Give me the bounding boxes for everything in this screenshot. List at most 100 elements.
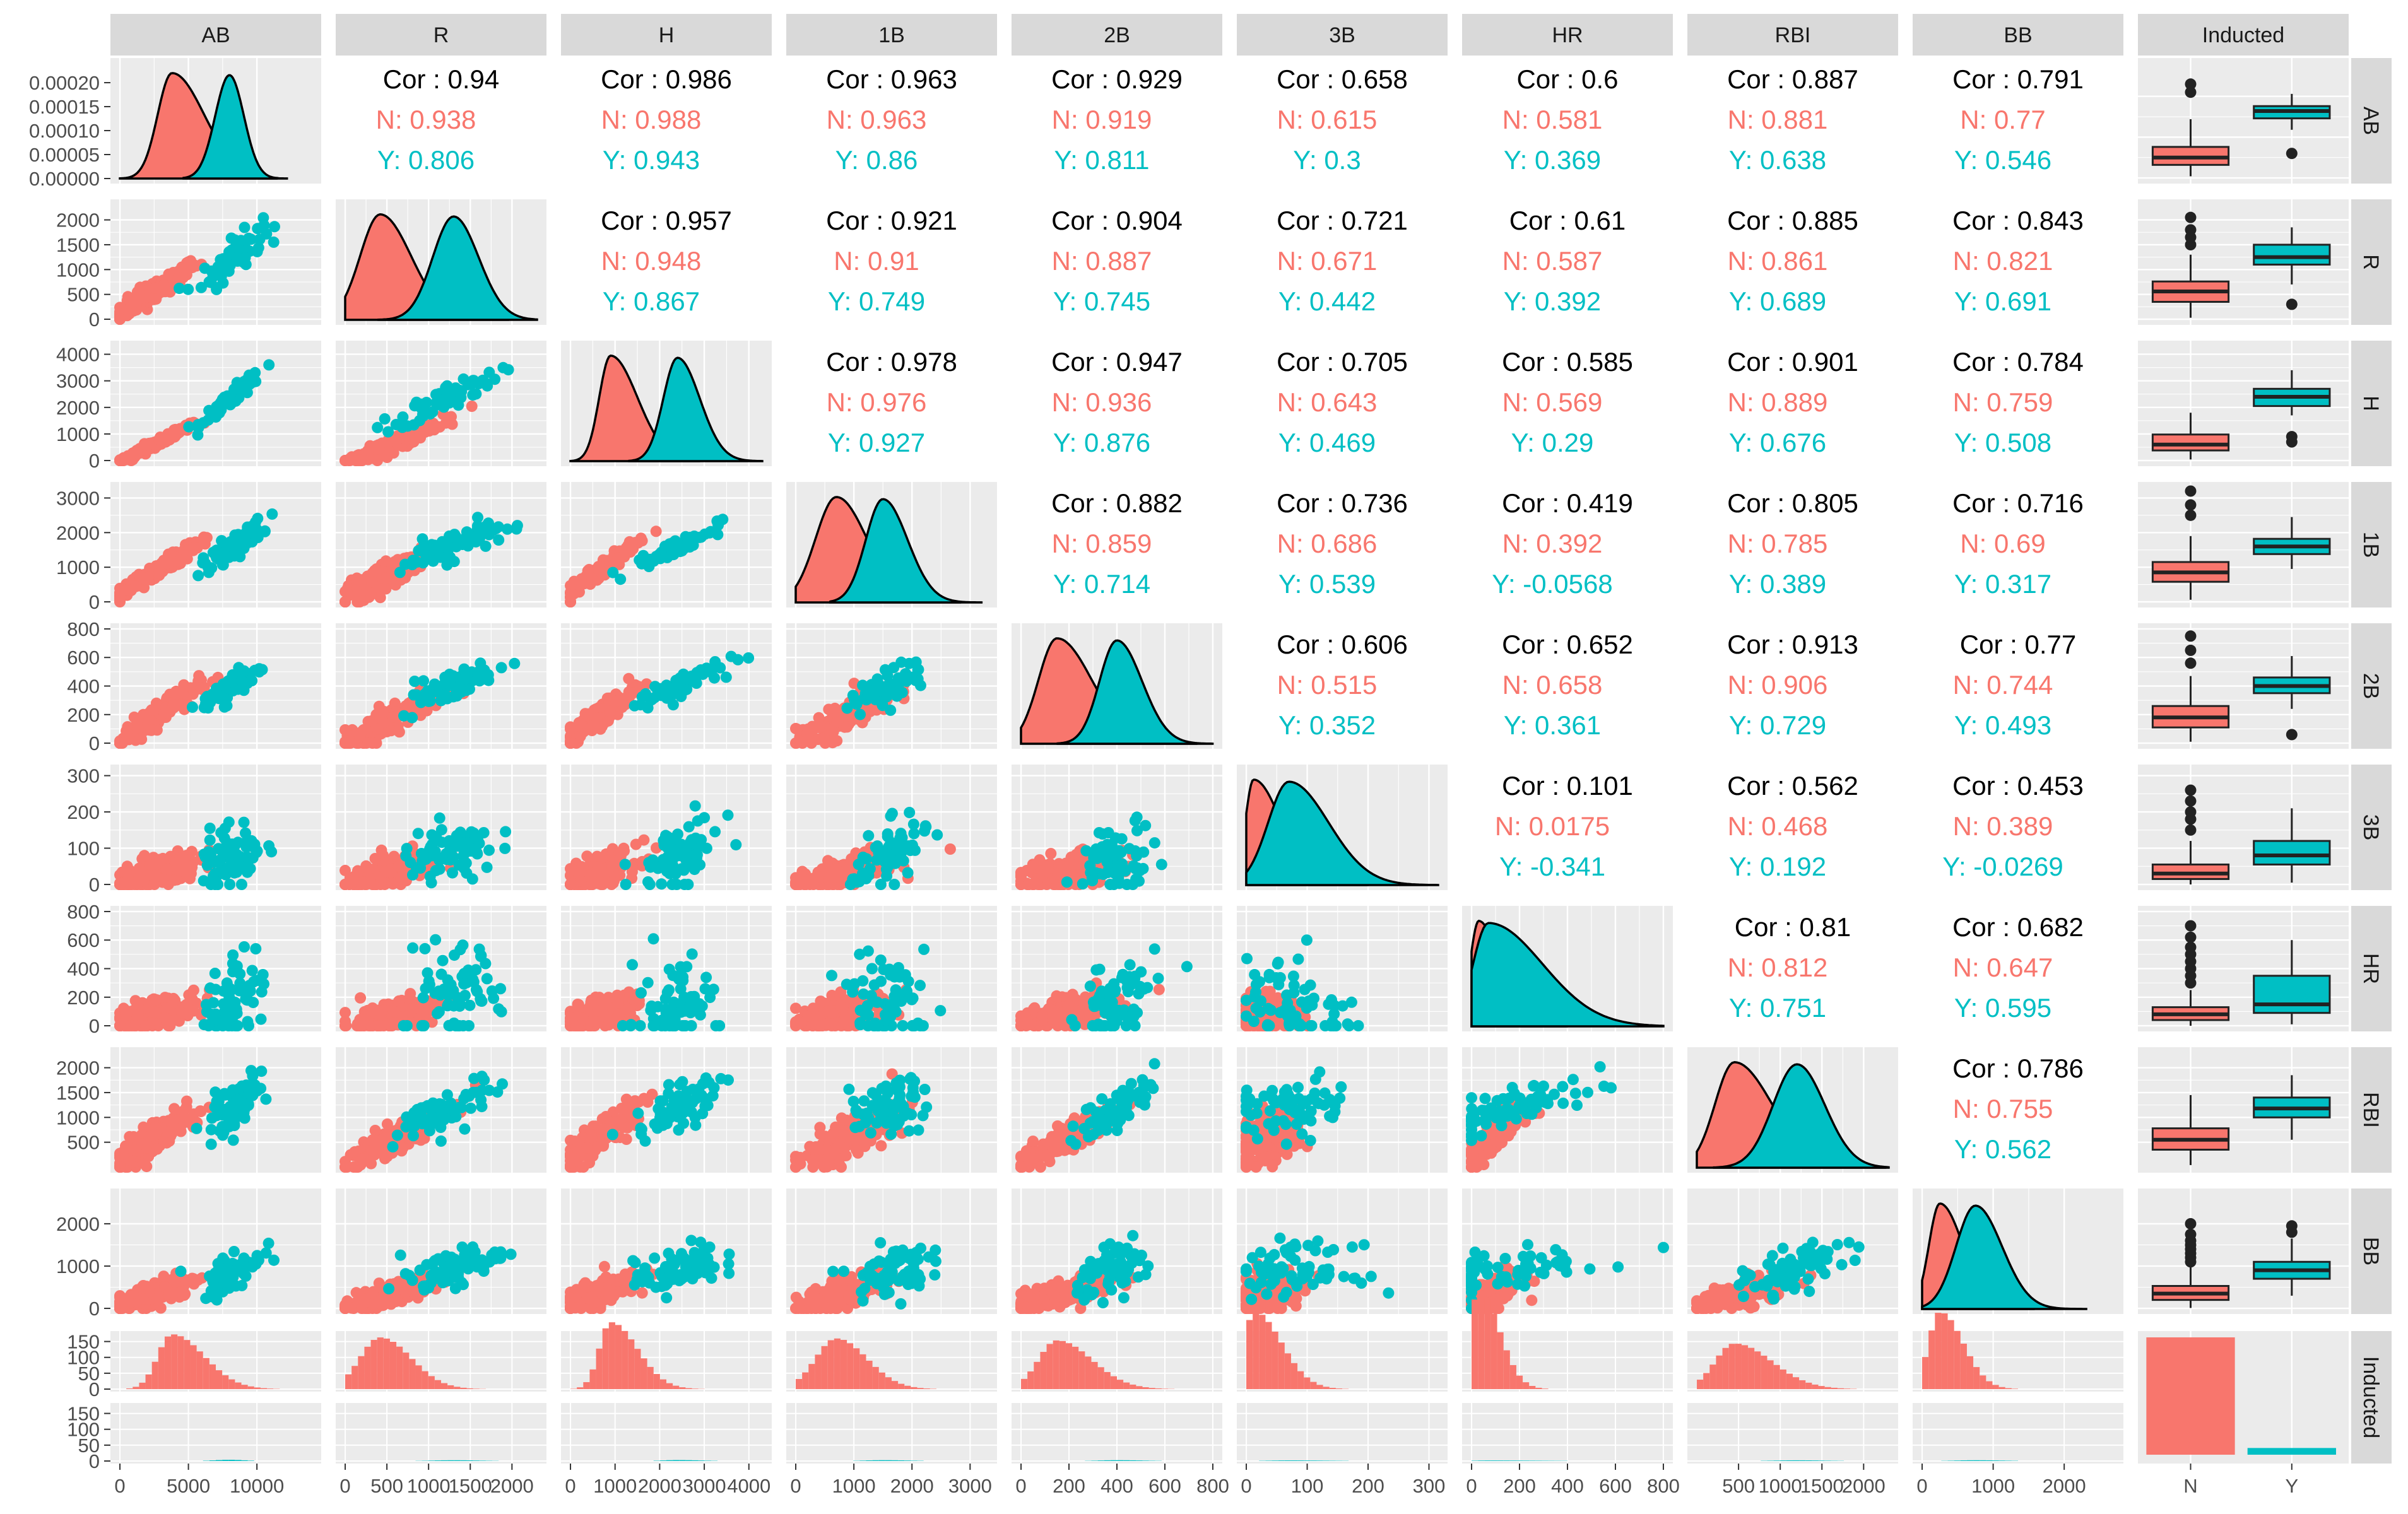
scatter-point-y: [239, 222, 251, 233]
scatter-point-y: [263, 359, 274, 370]
scatter-point-y: [213, 407, 225, 418]
scatter-point-y: [1061, 876, 1073, 888]
box-outlier: [2185, 485, 2197, 496]
scatter-point-y: [239, 941, 250, 953]
scatter-point-y: [454, 998, 466, 1009]
scatter-point-n: [565, 879, 576, 890]
scatter-point-y: [915, 680, 926, 691]
scatter-point-y: [208, 997, 219, 1009]
correlation-group-y: Y: 0.811: [1054, 145, 1149, 175]
scatter-point-y: [1127, 879, 1138, 890]
correlation-overall: Cor : 0.453: [1952, 771, 2084, 801]
scatter-point-y: [469, 532, 480, 543]
scatter-point-n: [380, 573, 391, 584]
scatter-point-y: [931, 830, 943, 841]
scatter-point-y: [847, 874, 858, 885]
scatter-point-y: [1084, 860, 1095, 871]
correlation-group-n: N: 0.759: [1953, 387, 2053, 417]
scatter-point-y: [873, 853, 885, 864]
column-strip-3B: 3B: [1237, 14, 1448, 56]
scatter-point-n: [339, 596, 351, 607]
scatter-point-y: [658, 835, 669, 847]
scatter-point-y: [683, 821, 695, 833]
scatter-point-y: [231, 867, 242, 878]
scatter-point-n: [124, 308, 135, 320]
correlation-group-y: Y: 0.29: [1511, 428, 1594, 457]
scatter-point-y: [906, 994, 918, 1006]
scatter-point-n: [440, 418, 452, 429]
correlation-group-y: Y: 0.943: [603, 145, 700, 175]
scatter-point-y: [663, 984, 675, 995]
scatter-point-y: [463, 965, 474, 976]
correlation-group-y: Y: 0.86: [835, 145, 918, 175]
scatter-point-n: [791, 737, 802, 749]
scatter-point-y: [239, 817, 250, 828]
scatter-point-y: [466, 826, 477, 838]
scatter-point-y: [635, 699, 646, 710]
column-strip-label: HR: [1552, 23, 1583, 47]
correlation-group-y: Y: 0.539: [1278, 569, 1376, 599]
scatter-point-y: [726, 651, 737, 662]
scatter-point-n: [815, 995, 826, 1007]
correlation-group-n: N: 0.77: [1960, 105, 2045, 134]
scatter-point-y: [509, 658, 520, 669]
scatter-point-n: [139, 1020, 151, 1031]
scatter-point-y: [223, 816, 235, 828]
scatter-point-y: [885, 1011, 896, 1023]
row-strip-label: AB: [2359, 107, 2383, 135]
scatter-point-y: [247, 965, 258, 977]
column-strip-1B: 1B: [786, 14, 997, 56]
row-strip-label: 2B: [2359, 673, 2383, 700]
box-outlier: [2185, 224, 2197, 235]
correlation-overall: Cor : 0.805: [1727, 488, 1858, 518]
scatter-point-n: [586, 573, 598, 584]
scatter-point-y: [215, 855, 226, 866]
scatter-point-y: [398, 710, 410, 722]
scatter-point-y: [883, 848, 895, 860]
scatter-point-y: [203, 566, 215, 578]
scatter-point-y: [198, 417, 209, 428]
scatter-point-y: [435, 551, 446, 563]
correlation-group-y: Y: 0.469: [1278, 428, 1376, 457]
scatter-point-y: [461, 684, 472, 696]
scatter-point-y: [888, 879, 900, 890]
scatter-point-n: [595, 876, 606, 888]
scatter-point-n: [165, 1016, 176, 1027]
scatter-point-y: [422, 685, 434, 696]
scatter-point-y: [882, 861, 894, 872]
scatter-point-y: [898, 855, 909, 867]
scatter-point-y: [197, 557, 208, 568]
correlation-group-y: Y: -0.0269: [1942, 852, 2063, 881]
scatter-point-y: [717, 513, 728, 525]
correlation-group-n: N: 0.389: [1953, 811, 2053, 841]
row-strip-3B: 3B: [2351, 765, 2392, 890]
scatter-point-y: [472, 512, 483, 523]
scatter-point-y: [408, 690, 420, 701]
scatter-point-y: [487, 525, 499, 536]
scatter-point-y: [714, 662, 726, 674]
correlation-overall: Cor : 0.585: [1502, 347, 1633, 377]
box-y: [2254, 841, 2330, 864]
scatter-point-y: [252, 223, 263, 234]
scatter-point-y: [646, 1001, 658, 1012]
scatter-point-n: [342, 583, 353, 594]
scatter-point-y: [1130, 815, 1141, 826]
scatter-point-y: [865, 863, 876, 874]
scatter-point-y: [210, 984, 221, 995]
scatter-point-n: [613, 997, 624, 1009]
scatter-point-y: [229, 234, 240, 245]
scatter-point-y: [218, 548, 229, 559]
correlation-group-y: Y: 0.689: [1729, 286, 1826, 316]
scatter-point-y: [620, 859, 631, 870]
correlation-group-n: N: 0.468: [1728, 811, 1828, 841]
scatter-point-y: [225, 390, 236, 402]
scatter-point-n: [199, 538, 211, 549]
scatter-point-y: [692, 667, 703, 678]
correlation-overall: Cor : 0.101: [1502, 771, 1633, 801]
